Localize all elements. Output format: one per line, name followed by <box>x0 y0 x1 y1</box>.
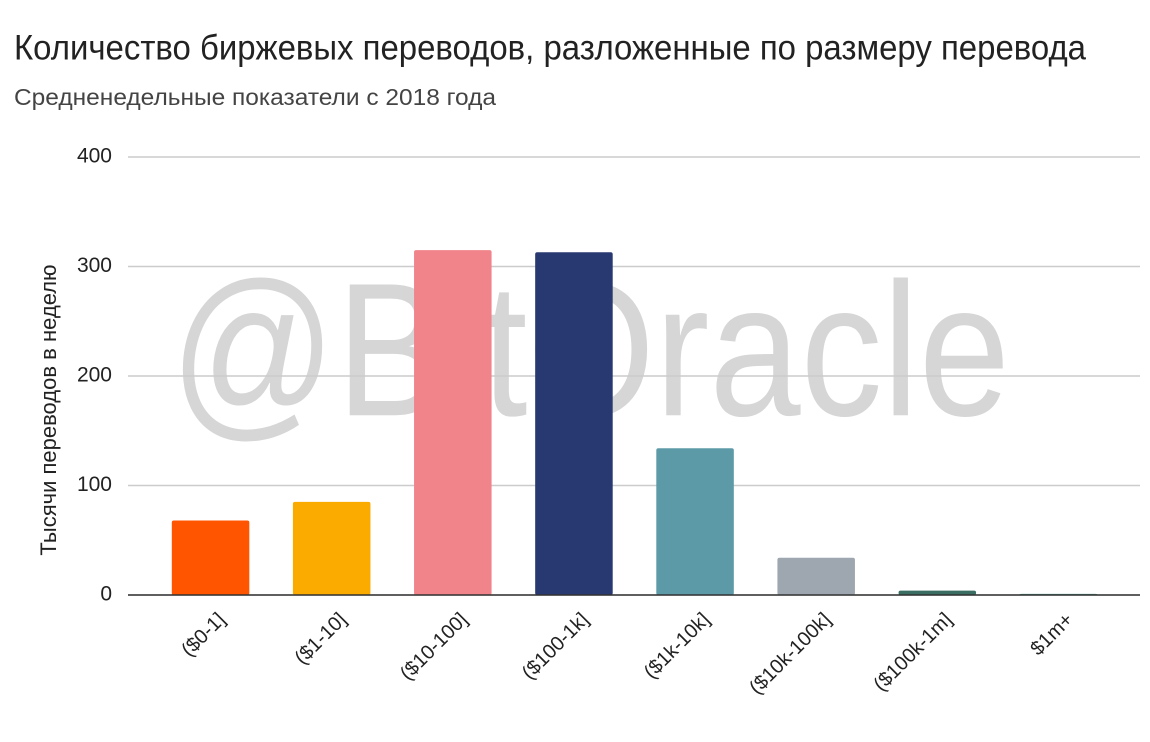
y-tick-label: 0 <box>100 583 112 606</box>
x-tick-label: ($10k-100k] <box>745 609 835 699</box>
y-tick-label: 200 <box>77 364 112 387</box>
bar <box>898 590 977 595</box>
chart-title: Количество биржевых переводов, разложенн… <box>14 28 1086 67</box>
y-tick-label: 300 <box>77 254 112 277</box>
x-tick-label: ($100-1k] <box>518 609 593 684</box>
bar <box>535 252 613 595</box>
x-tick-label: $1m+ <box>1026 609 1077 660</box>
x-tick-label: ($100k-1m] <box>869 609 956 696</box>
x-tick-label: ($1-10] <box>291 609 351 669</box>
x-tick-label: ($10-100] <box>396 609 472 685</box>
y-tick-label: 100 <box>77 473 112 496</box>
bar <box>171 520 250 595</box>
x-tick-label: ($1k-10k] <box>640 609 715 684</box>
chart-subtitle: Средненедельные показатели с 2018 года <box>14 84 496 110</box>
bar <box>656 448 734 595</box>
bar <box>292 501 371 595</box>
bar <box>777 557 855 595</box>
x-tick-label: ($0-1] <box>177 609 230 662</box>
y-tick-label: 400 <box>77 145 112 168</box>
bar <box>414 250 492 595</box>
y-axis-label: Тысячи переводов в неделю <box>36 264 61 555</box>
